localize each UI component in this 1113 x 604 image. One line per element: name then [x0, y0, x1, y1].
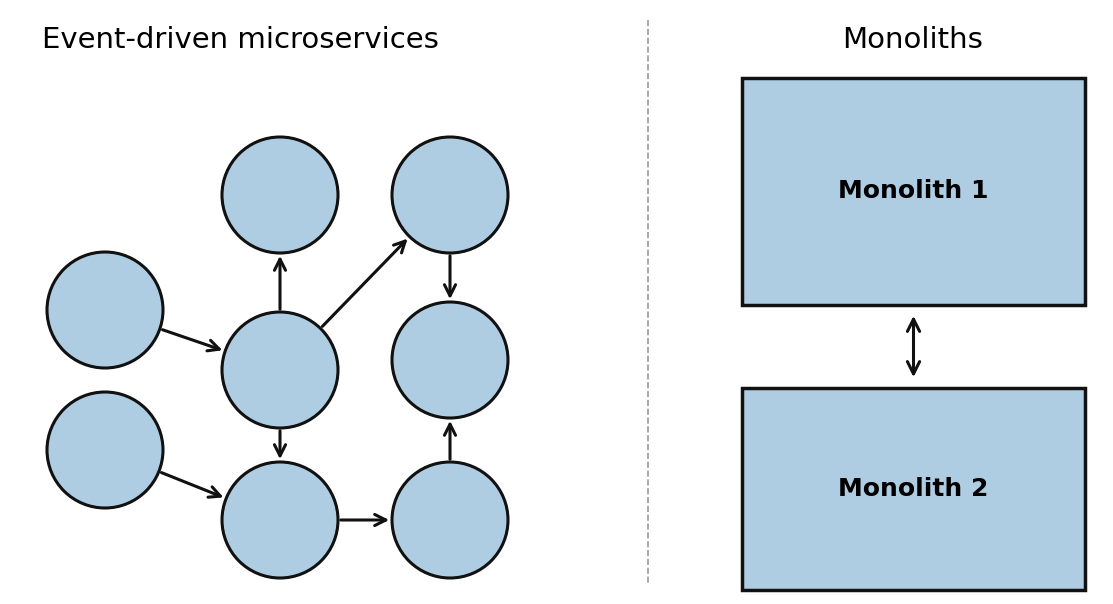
- Bar: [742, 388, 1085, 590]
- Text: Monoliths: Monoliths: [843, 26, 984, 54]
- Circle shape: [392, 137, 508, 253]
- Circle shape: [47, 392, 162, 508]
- Circle shape: [221, 462, 338, 578]
- Text: Monolith 1: Monolith 1: [838, 179, 988, 204]
- Bar: [742, 78, 1085, 305]
- Circle shape: [47, 252, 162, 368]
- Text: Monolith 2: Monolith 2: [838, 477, 988, 501]
- Circle shape: [221, 137, 338, 253]
- Circle shape: [392, 302, 508, 418]
- Circle shape: [392, 462, 508, 578]
- Text: Event-driven microservices: Event-driven microservices: [41, 26, 439, 54]
- Circle shape: [221, 312, 338, 428]
